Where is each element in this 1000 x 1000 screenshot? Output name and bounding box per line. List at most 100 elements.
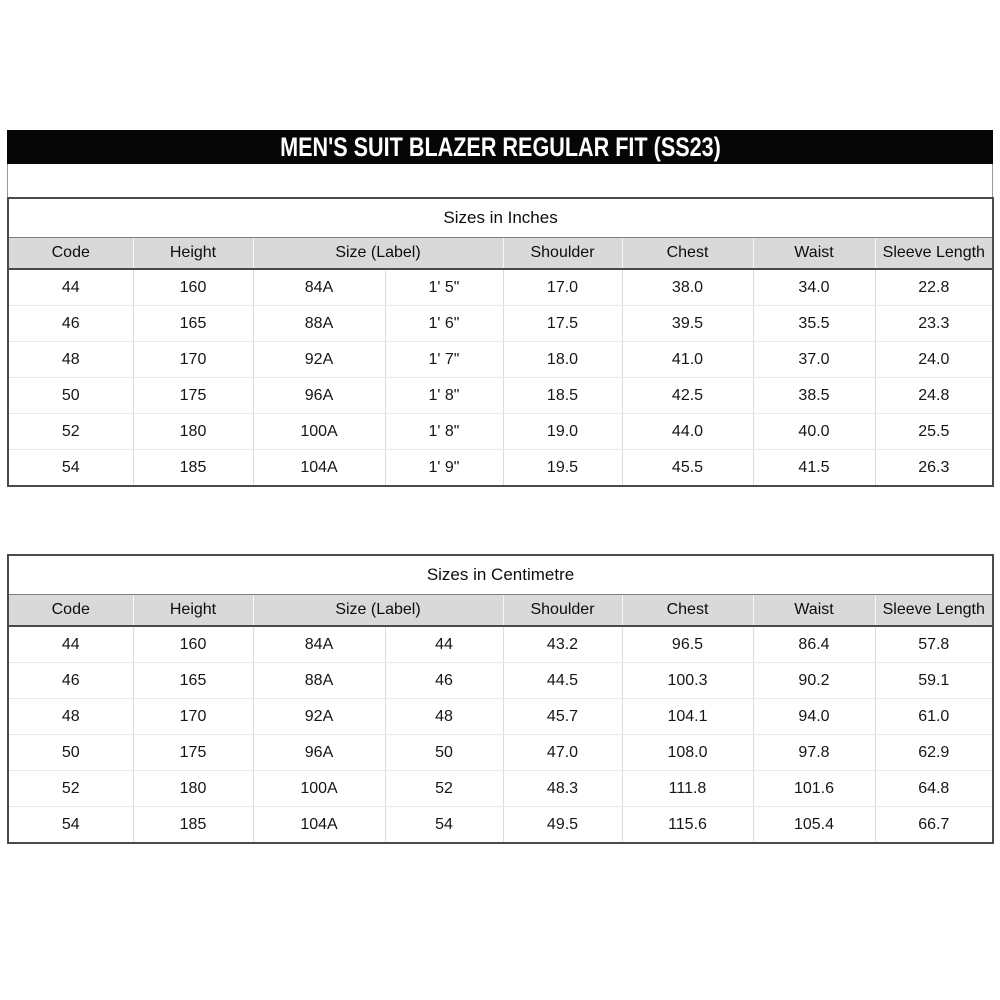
table-cell: 62.9 (874, 734, 994, 771)
table-cell: 170 (132, 341, 254, 378)
table-cell: 175 (132, 734, 254, 771)
table-cell: 40.0 (752, 413, 876, 450)
title-bar: MEN'S SUIT BLAZER REGULAR FIT (SS23) (7, 130, 993, 164)
table-cell: 50 (384, 734, 504, 771)
table-cell: 160 (132, 625, 254, 663)
table-cell: 41.0 (621, 341, 754, 378)
table-cell: 44.5 (502, 662, 623, 699)
table-cell: 1' 6" (384, 305, 504, 342)
table-cell: 104A (252, 449, 386, 487)
table-row: 46 165 88A 1' 6" 17.5 39.5 35.5 23.3 (7, 305, 994, 342)
table-cell: 108.0 (621, 734, 754, 771)
table-row: 48 170 92A 1' 7" 18.0 41.0 37.0 24.0 (7, 341, 994, 378)
table-cell: 44 (7, 625, 134, 663)
table-cell: 100A (252, 770, 386, 807)
table-cell: 48 (384, 698, 504, 735)
table-cell: 52 (384, 770, 504, 807)
table-cell: 94.0 (752, 698, 876, 735)
table-cell: 84A (252, 625, 386, 663)
table-cell: 88A (252, 305, 386, 342)
table-cell: 52 (7, 413, 134, 450)
column-header: Waist (752, 594, 876, 627)
table-row: 50 175 96A 50 47.0 108.0 97.8 62.9 (7, 734, 994, 771)
table-cell: 19.0 (502, 413, 623, 450)
table-cell: 37.0 (752, 341, 876, 378)
table-cell: 17.5 (502, 305, 623, 342)
table-cell: 180 (132, 770, 254, 807)
table-cell: 92A (252, 698, 386, 735)
table-cell: 59.1 (874, 662, 994, 699)
table-cell: 47.0 (502, 734, 623, 771)
table-cell: 18.0 (502, 341, 623, 378)
table-row: 52 180 100A 52 48.3 111.8 101.6 64.8 (7, 770, 994, 807)
table-cell: 96.5 (621, 625, 754, 663)
table-cell: 165 (132, 662, 254, 699)
table-header-row: Code Height Size (Label) Shoulder Chest Waist… (8, 594, 994, 627)
table-cell: 96A (252, 377, 386, 414)
column-header: Height (132, 237, 254, 270)
table-cell: 88A (252, 662, 386, 699)
table-row: 52 180 100A 1' 8" 19.0 44.0 40.0 25.5 (7, 413, 994, 450)
table-cell: 22.8 (874, 268, 994, 306)
table-cell: 57.8 (874, 625, 994, 663)
table-cell: 48 (7, 341, 134, 378)
table-row: 50 175 96A 1' 8" 18.5 42.5 38.5 24.8 (7, 377, 994, 414)
table-cell: 44 (7, 268, 134, 306)
column-header: Sleeve Length (874, 594, 994, 627)
column-header: Shoulder (502, 594, 623, 627)
table-cell: 19.5 (502, 449, 623, 487)
table-cell: 160 (132, 268, 254, 306)
sizes-in-inches-table: Sizes in Inches Code Height Size (Label) Sho… (7, 197, 995, 487)
table-cell: 1' 7" (384, 341, 504, 378)
table-cell: 39.5 (621, 305, 754, 342)
table-cell: 185 (132, 806, 254, 844)
table-cell: 165 (132, 305, 254, 342)
column-header: Code (8, 594, 134, 627)
table-cell: 100A (252, 413, 386, 450)
table-cell: 42.5 (621, 377, 754, 414)
table-cell: 104A (252, 806, 386, 844)
table-cell: 46 (7, 662, 134, 699)
table-cell: 175 (132, 377, 254, 414)
table-cell: 1' 8" (384, 377, 504, 414)
table-cell: 46 (384, 662, 504, 699)
table-cell: 104.1 (621, 698, 754, 735)
table-cell: 44.0 (621, 413, 754, 450)
column-header: Chest (621, 237, 754, 270)
table-row: 44 160 84A 1' 5" 17.0 38.0 34.0 22.8 (7, 268, 994, 306)
table-cell: 111.8 (621, 770, 754, 807)
table-cell: 100.3 (621, 662, 754, 699)
column-header: Chest (621, 594, 754, 627)
table-row: 54 185 104A 1' 9" 19.5 45.5 41.5 26.3 (7, 449, 994, 487)
table-cell: 48 (7, 698, 134, 735)
table-cell: 54 (384, 806, 504, 844)
table-cell: 45.5 (621, 449, 754, 487)
table-cell: 45.7 (502, 698, 623, 735)
column-header: Height (132, 594, 254, 627)
table-cell: 1' 8" (384, 413, 504, 450)
table-cell: 54 (7, 449, 134, 487)
table-caption-row: Sizes in Centimetre (8, 555, 994, 595)
table-cell: 92A (252, 341, 386, 378)
table-cell: 1' 5" (384, 268, 504, 306)
spreadsheet-column-rails (7, 164, 993, 197)
table-cell: 54 (7, 806, 134, 844)
table-cell: 44 (384, 625, 504, 663)
table-cell: 96A (252, 734, 386, 771)
table-cell: 66.7 (874, 806, 994, 844)
table-cell: 43.2 (502, 625, 623, 663)
table-row: 54 185 104A 54 49.5 115.6 105.4 66.7 (7, 806, 994, 844)
table-cell: 38.5 (752, 377, 876, 414)
table-cell: 115.6 (621, 806, 754, 844)
table-cell: 46 (7, 305, 134, 342)
table-cell: 26.3 (874, 449, 994, 487)
table-cell: 1' 9" (384, 449, 504, 487)
table-caption: Sizes in Centimetre (8, 555, 994, 595)
column-header: Code (8, 237, 134, 270)
table-cell: 84A (252, 268, 386, 306)
table-cell: 101.6 (752, 770, 876, 807)
table-cell: 38.0 (621, 268, 754, 306)
table-cell: 18.5 (502, 377, 623, 414)
table-cell: 24.8 (874, 377, 994, 414)
